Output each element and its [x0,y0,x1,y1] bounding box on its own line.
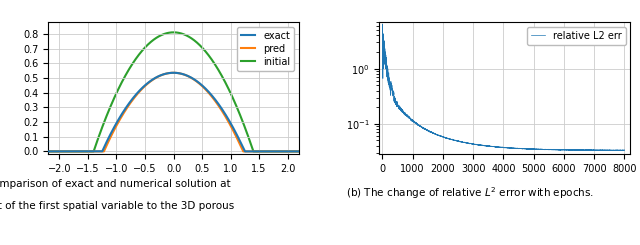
Legend: exact, pred, initial: exact, pred, initial [237,27,294,71]
Text: the cut of the first spatial variable to the 3D porous: the cut of the first spatial variable to… [0,201,234,211]
Legend: relative L2 err: relative L2 err [527,27,625,45]
Text: (a) Comparison of exact and numerical solution at: (a) Comparison of exact and numerical so… [0,179,230,189]
Text: (b) The change of relative $L^2$ error with epochs.: (b) The change of relative $L^2$ error w… [346,185,595,201]
